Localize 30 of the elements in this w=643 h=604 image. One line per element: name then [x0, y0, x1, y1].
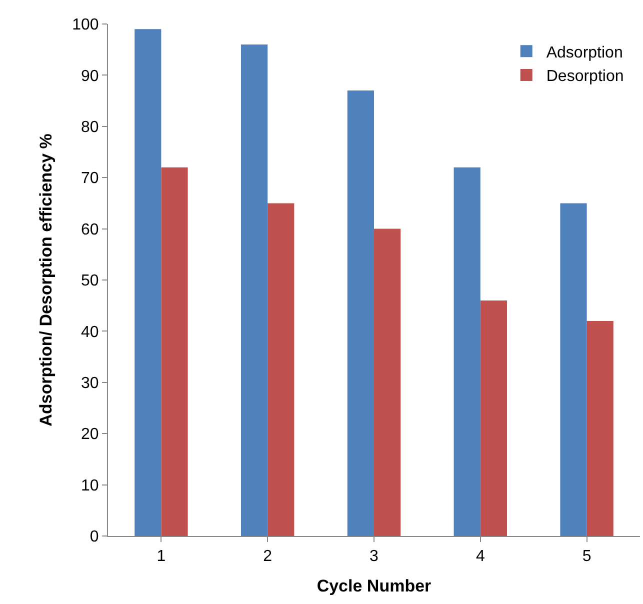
y-tick-label: 40 — [81, 324, 99, 341]
y-tick-label: 10 — [81, 477, 99, 494]
legend-label: Desorption — [546, 68, 624, 86]
x-tick-label: 2 — [263, 548, 272, 566]
y-axis-title: Adsorption/ Desorption efficiency % — [36, 134, 56, 426]
y-tick-label: 90 — [81, 68, 99, 85]
y-tick-label: 20 — [81, 426, 99, 444]
bar — [347, 90, 374, 536]
bar — [480, 300, 507, 536]
y-tick-label: 80 — [81, 119, 99, 136]
bar — [268, 203, 294, 536]
bar — [586, 320, 614, 536]
bar — [560, 203, 587, 536]
x-tick-label: 1 — [156, 548, 166, 566]
x-tick-label: 4 — [476, 548, 485, 566]
bar — [241, 44, 268, 536]
x-tick-label: 3 — [370, 548, 379, 566]
y-tick-label: 50 — [81, 272, 99, 290]
y-tick-label: 0 — [90, 528, 99, 546]
legend-label: Adsorption — [546, 44, 623, 62]
y-tick-label: 30 — [81, 375, 99, 392]
bar — [374, 228, 401, 536]
x-tick-label: 5 — [582, 548, 592, 566]
x-axis-title: Cycle Number — [316, 576, 432, 596]
y-tick-label: 70 — [81, 170, 99, 188]
bar — [454, 167, 480, 536]
bar — [134, 29, 162, 536]
y-tick-label: 100 — [72, 16, 99, 34]
y-tick-label: 60 — [81, 221, 99, 238]
bar — [161, 167, 188, 536]
